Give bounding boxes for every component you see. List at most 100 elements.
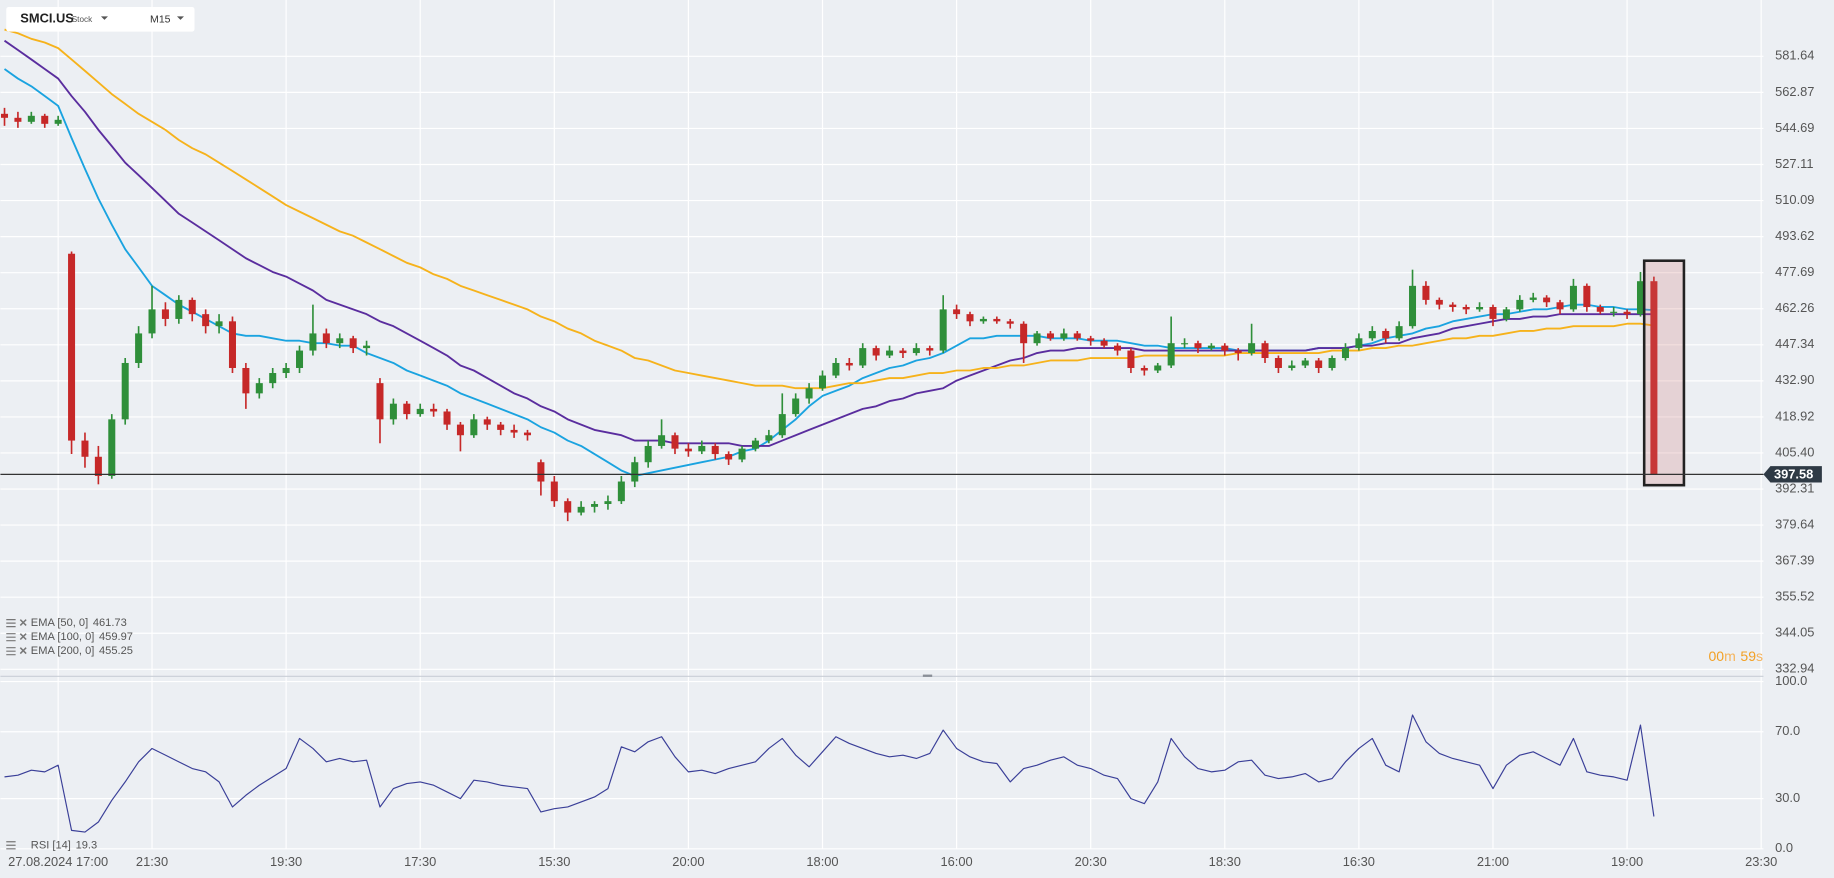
candle-body: [1274, 357, 1282, 368]
legend-remove[interactable]: [19, 619, 27, 627]
x-tick-label: 17:30: [404, 854, 436, 869]
x-tick-label: 21:30: [136, 854, 168, 869]
candle-body: [805, 388, 813, 399]
candle-body: [1650, 281, 1658, 475]
candle-body: [1462, 306, 1470, 310]
series-line: [3, 39, 1654, 447]
candle-body: [68, 253, 76, 441]
y-tick-label: 581.64: [1775, 48, 1814, 63]
candle-body: [1529, 297, 1537, 300]
candle-body: [711, 445, 719, 455]
candle-body: [296, 350, 304, 368]
symbol-selector[interactable]: SMCI.US Stock M15: [6, 7, 195, 32]
plot: [1, 28, 1658, 833]
x-tick-label: 16:00: [941, 854, 973, 869]
candle-body: [1583, 285, 1591, 307]
candle-body: [537, 462, 545, 482]
y-tick-label: 379.64: [1775, 516, 1814, 531]
y-tick-label: 367.39: [1775, 553, 1814, 568]
candle-body: [121, 362, 129, 420]
candle-body: [1610, 311, 1618, 313]
y-tick-label: 405.40: [1775, 444, 1814, 459]
candle-body: [510, 429, 518, 433]
candle-body: [322, 333, 330, 344]
x-tick-label: 27.08.2024 17:00: [8, 854, 108, 869]
candle-body: [1543, 297, 1551, 303]
candle-body: [912, 348, 920, 354]
candle-body: [523, 432, 531, 436]
grid: [0, 0, 1764, 850]
candle-body: [1, 113, 9, 118]
x-tick-label: 20:30: [1075, 854, 1107, 869]
candle-body: [1127, 350, 1135, 368]
legend-remove[interactable]: [19, 647, 27, 655]
y-tick-label: 355.52: [1775, 589, 1814, 604]
y-tick-label: 418.92: [1775, 408, 1814, 423]
y-tick-label: 70.0: [1775, 723, 1800, 738]
candle-body: [953, 309, 961, 315]
candle-body: [1476, 306, 1484, 310]
symbol-dropdown[interactable]: [100, 16, 108, 20]
timeframe-dropdown[interactable]: [176, 16, 184, 20]
candle-body: [698, 445, 706, 452]
candle-body: [497, 424, 505, 430]
candle-body: [135, 333, 143, 363]
candle-body: [550, 481, 558, 502]
countdown-seconds-unit: s: [1756, 648, 1763, 664]
legend-name: EMA [100, 0]: [31, 631, 95, 643]
candle-body: [658, 435, 666, 446]
candle-body: [282, 367, 290, 374]
candle-body: [845, 362, 853, 366]
candle-body: [738, 448, 746, 460]
x-tick-label: 19:00: [1611, 854, 1643, 869]
candle-body: [765, 435, 773, 441]
indicator-name: RSI [14]: [31, 839, 71, 851]
candle-body: [54, 119, 62, 124]
candle-body: [1033, 333, 1041, 344]
candle-body: [389, 403, 397, 420]
candle-body: [108, 419, 116, 476]
candle-body: [1449, 304, 1457, 307]
series-line: [4, 714, 1655, 833]
candle-body: [1100, 340, 1108, 346]
y-tick-label: 562.87: [1775, 84, 1814, 99]
countdown-minutes: 00: [1708, 648, 1724, 664]
candle-body: [725, 454, 733, 460]
x-tick-label: 18:00: [806, 854, 838, 869]
countdown-seconds: 59: [1740, 648, 1756, 664]
candle-body: [148, 309, 156, 334]
candle-body: [94, 456, 102, 476]
legend-icon: [6, 633, 16, 642]
y-tick-label: 527.11: [1775, 156, 1813, 171]
candle-body: [1502, 309, 1510, 319]
legend-entry: EMA [100, 0] 459.97: [31, 631, 133, 643]
legend-entry: EMA [200, 0] 455.25: [31, 645, 133, 657]
candle-body: [202, 314, 210, 327]
y-tick-label: 0.0: [1775, 840, 1793, 855]
candle-body: [443, 411, 451, 425]
y-tick-label: 30.0: [1775, 790, 1800, 805]
timeframe[interactable]: M15: [150, 14, 171, 26]
candle-body: [228, 321, 236, 368]
candle-body: [81, 440, 89, 457]
candle-body: [175, 299, 183, 319]
candle-body: [1409, 285, 1417, 327]
overlay: 27.08.2024 17:00 21:30 19:30 17:30 15:30 20:0…: [0, 48, 1822, 869]
legend-remove[interactable]: [19, 633, 27, 641]
candle-body: [644, 445, 652, 463]
candle-body: [1623, 311, 1631, 315]
candle-body: [1167, 343, 1175, 366]
legend-value: 459.97: [99, 631, 133, 643]
candle-body: [41, 115, 49, 124]
x-tick-label: 19:30: [270, 854, 302, 869]
legend-icon: [6, 841, 16, 850]
candle-body: [1194, 343, 1202, 349]
countdown: 00m 59s: [1708, 648, 1763, 664]
candle-body: [1422, 285, 1430, 300]
y-tick-label: 332.94: [1775, 661, 1814, 676]
candle-body: [336, 338, 344, 344]
candle-body: [1556, 302, 1564, 310]
candle-body: [1006, 321, 1014, 324]
x-tick-label: 21:00: [1477, 854, 1509, 869]
